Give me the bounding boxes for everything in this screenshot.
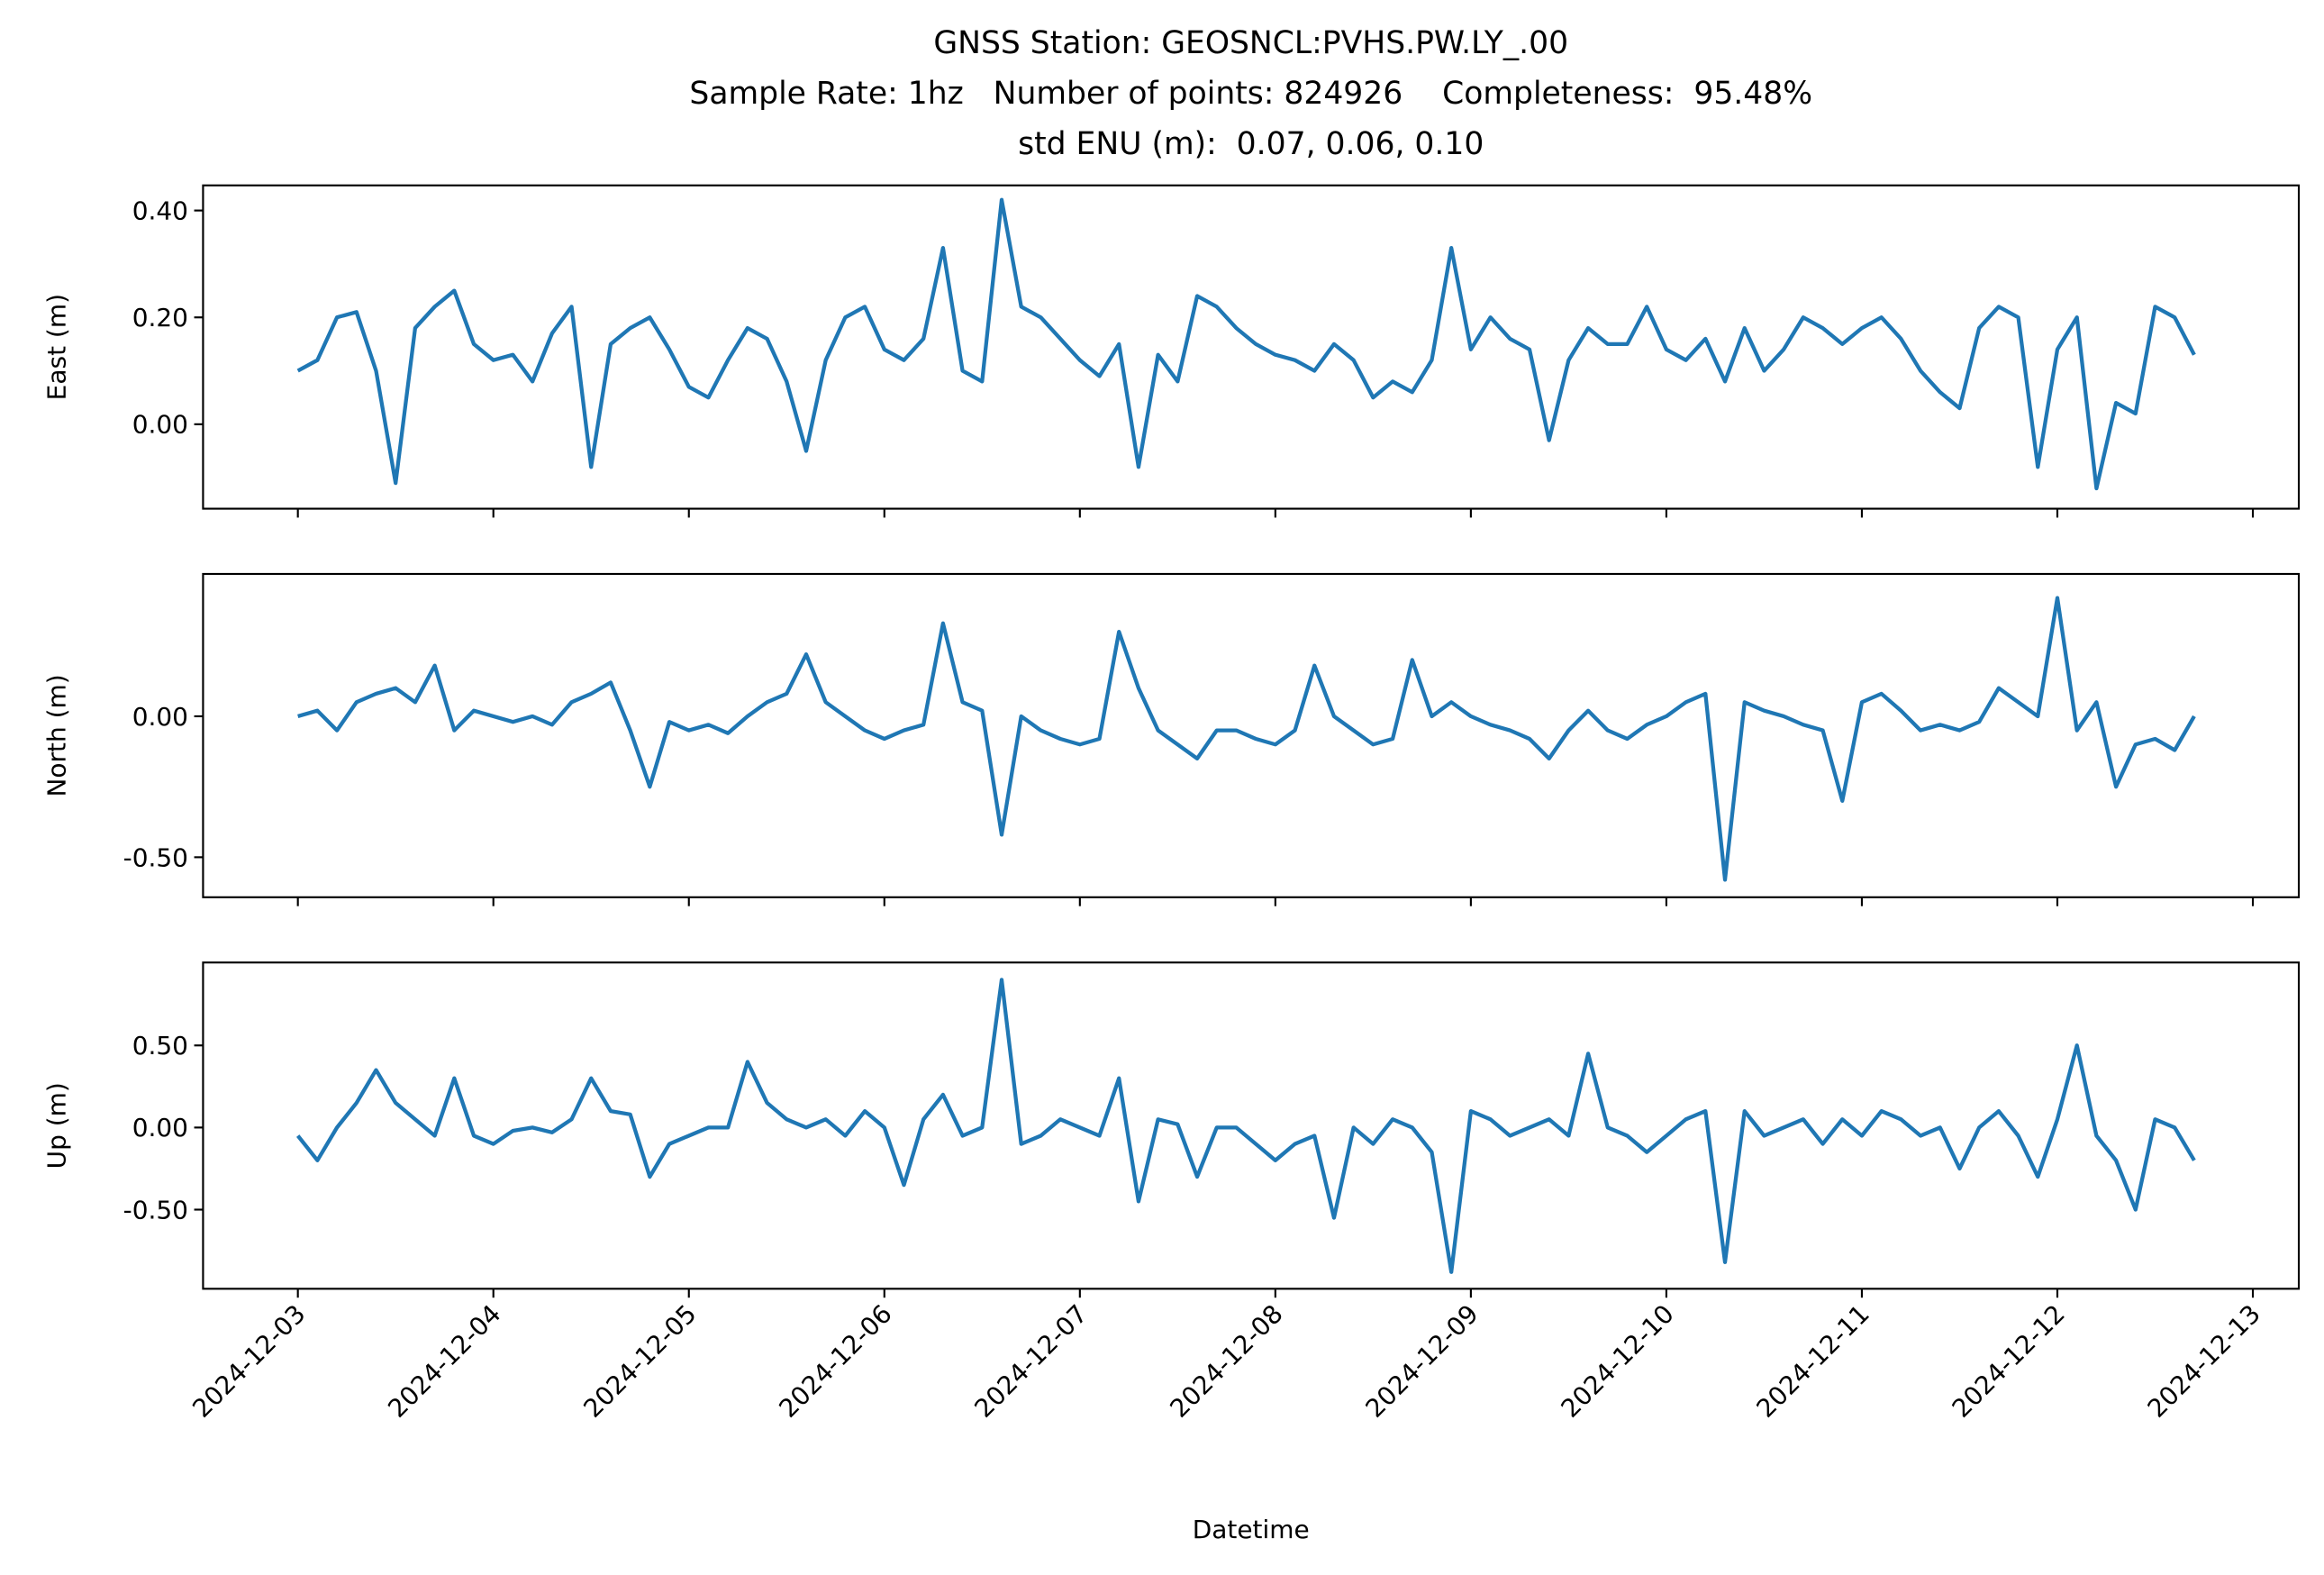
title-line: Sample Rate: 1hz Number of points: 82492… xyxy=(689,76,1812,112)
axes-frame xyxy=(202,572,2301,898)
y-tick-label: 0.00 xyxy=(132,410,188,440)
title-line: GNSS Station: GEOSNCL:PVHS.PW.LY_.00 xyxy=(933,25,1568,61)
y-axis-label: North (m) xyxy=(41,674,71,797)
title-line: std ENU (m): 0.07, 0.06, 0.10 xyxy=(1018,126,1484,162)
y-tick-label: 0.50 xyxy=(132,1031,188,1061)
y-tick-label: -0.50 xyxy=(123,1195,188,1224)
data-line xyxy=(297,596,2196,882)
y-tick-label: 0.40 xyxy=(132,196,188,225)
x-axis-label: Datetime xyxy=(1193,1515,1310,1544)
y-tick-label: 0.00 xyxy=(132,1113,188,1143)
axes-frame xyxy=(202,184,2301,510)
y-tick-label: -0.50 xyxy=(123,842,188,872)
y-tick-label: 0.20 xyxy=(132,303,188,332)
y-axis-label: East (m) xyxy=(41,294,71,400)
data-line xyxy=(296,978,2196,1274)
y-tick-label: 0.00 xyxy=(132,702,188,732)
axes-frame xyxy=(202,961,2301,1290)
data-line xyxy=(296,197,2196,491)
y-axis-label: Up (m) xyxy=(41,1082,71,1169)
